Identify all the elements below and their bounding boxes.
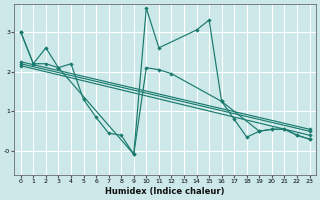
X-axis label: Humidex (Indice chaleur): Humidex (Indice chaleur) xyxy=(105,187,225,196)
